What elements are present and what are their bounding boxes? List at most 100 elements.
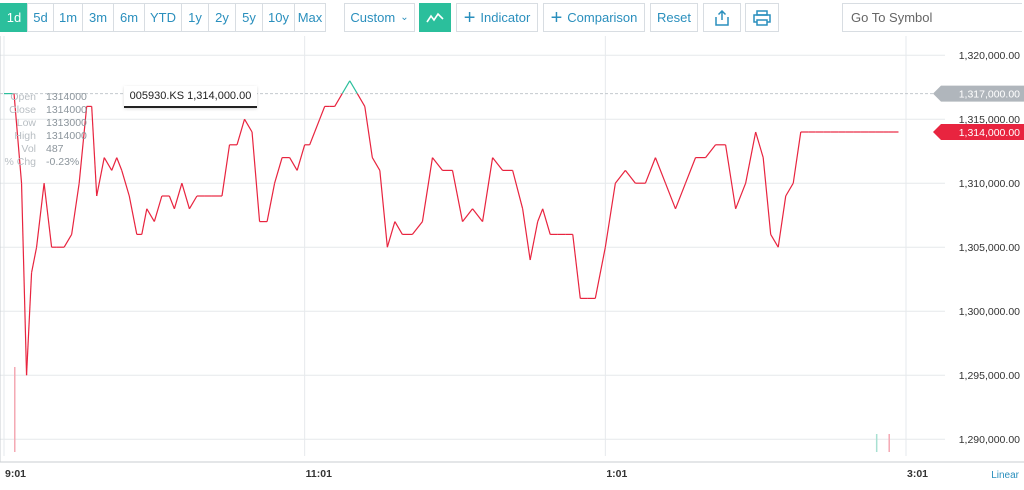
- range-button-max[interactable]: Max: [294, 3, 326, 32]
- range-button-1m[interactable]: 1m: [53, 3, 83, 32]
- custom-range-button[interactable]: Custom ⌄: [344, 3, 415, 32]
- x-tick-label: 3:01: [907, 468, 928, 480]
- price-segment: [492, 157, 504, 171]
- range-button-5y[interactable]: 5y: [235, 3, 263, 32]
- share-icon: [715, 9, 729, 26]
- symbol-search: [842, 3, 1024, 32]
- range-button-5d[interactable]: 5d: [27, 3, 54, 32]
- price-segment: [128, 195, 138, 235]
- high-value: 1314000: [46, 130, 87, 142]
- chart-area[interactable]: 1,290,000.00 1,295,000.00 1,300,000.00 1,30…: [0, 36, 1024, 490]
- change-label: % Chg: [4, 156, 36, 168]
- price-segment: [13, 93, 23, 184]
- price-segment: [63, 234, 73, 248]
- plus-icon: +: [463, 6, 476, 29]
- print-button[interactable]: [745, 3, 779, 32]
- price-segment: [529, 221, 539, 261]
- price-segment: [91, 106, 98, 197]
- price-segment: [785, 182, 794, 197]
- vol-value: 487: [46, 143, 64, 155]
- price-segment: [674, 182, 687, 210]
- price-segment: [451, 170, 464, 222]
- price-segment: [153, 195, 163, 222]
- volume-bar: [875, 434, 878, 452]
- price-segment: [78, 106, 88, 184]
- price-segment: [236, 119, 246, 145]
- price-segment: [25, 272, 33, 376]
- range-button-1y[interactable]: 1y: [181, 3, 209, 32]
- price-segment: [296, 144, 306, 171]
- price-segment: [624, 170, 636, 184]
- price-segment: [173, 183, 183, 209]
- price-segment: [644, 157, 657, 184]
- price-segment: [512, 170, 524, 209]
- price-segment: [572, 234, 581, 299]
- price-segment: [386, 221, 396, 248]
- symbol-input[interactable]: [843, 4, 1024, 31]
- price-segment: [522, 208, 531, 261]
- price-segment: [103, 157, 113, 171]
- x-tick-label: 9:01: [5, 468, 26, 480]
- price-segment: [755, 131, 764, 158]
- range-button-ytd[interactable]: YTD: [144, 3, 182, 32]
- price-segment: [594, 247, 606, 299]
- range-button-3m[interactable]: 3m: [82, 3, 114, 32]
- price-segment: [334, 93, 343, 107]
- price-segment: [379, 170, 388, 248]
- price-segment: [762, 157, 772, 235]
- y-tick-label: 1,315,000.00: [959, 114, 1020, 126]
- price-segment: [121, 170, 130, 197]
- chart-type-button[interactable]: [419, 3, 451, 32]
- price-segment: [20, 183, 28, 376]
- price-segment: [309, 131, 316, 146]
- price-segment: [664, 182, 677, 210]
- price-segment: [96, 157, 105, 197]
- custom-range-label: Custom: [350, 10, 396, 25]
- price-segment: [462, 208, 474, 222]
- comparison-label: Comparison: [567, 10, 638, 25]
- range-button-10y[interactable]: 10y: [262, 3, 295, 32]
- y-tick-label: 1,290,000.00: [959, 434, 1020, 446]
- price-segment: [745, 131, 757, 184]
- range-button-2y[interactable]: 2y: [208, 3, 236, 32]
- reset-label: Reset: [657, 10, 691, 25]
- change-value: -0.23%: [46, 156, 80, 168]
- y-tick-label: 1,300,000.00: [959, 306, 1020, 318]
- low-value: 1313000: [46, 117, 87, 129]
- price-segment: [356, 93, 366, 107]
- price-segment: [792, 131, 802, 184]
- price-segment: [481, 157, 494, 222]
- price-segment: [654, 157, 667, 184]
- price-segment: [431, 157, 443, 171]
- price-segment: [421, 157, 434, 222]
- open-value: 1314000: [46, 91, 87, 103]
- price-segment: [777, 195, 787, 248]
- x-tick-label: 1:01: [606, 468, 627, 480]
- print-icon: [753, 9, 771, 26]
- chevron-down-icon: ⌄: [400, 12, 409, 23]
- chart-toolbar: 1d 5d 1m 3m 6m YTD 1y 2y 5y 10y Max Custom ⌄ + Ind…: [0, 0, 1024, 36]
- indicator-button[interactable]: + Indicator: [456, 3, 538, 32]
- y-tick-label: 1,320,000.00: [959, 50, 1020, 62]
- price-segment: [614, 170, 626, 184]
- price-segment: [141, 208, 148, 235]
- share-button[interactable]: [703, 3, 741, 32]
- price-segment: [705, 144, 717, 158]
- range-button-1d[interactable]: 1d: [0, 3, 28, 32]
- previous-close-label: 1,317,000.00: [959, 89, 1020, 101]
- price-segment: [604, 183, 616, 248]
- previous-close-badge: [933, 85, 1024, 102]
- price-segment: [30, 247, 38, 273]
- reset-button[interactable]: Reset: [650, 3, 698, 32]
- price-segment: [181, 183, 190, 209]
- current-price-badge: [933, 124, 1024, 140]
- price-segment: [319, 106, 326, 120]
- range-button-6m[interactable]: 6m: [113, 3, 145, 32]
- price-segment: [71, 183, 80, 235]
- scale-label: Linear: [991, 470, 1019, 481]
- y-tick-label: 1,295,000.00: [959, 370, 1020, 382]
- price-segment: [542, 208, 551, 235]
- price-segment: [116, 157, 123, 171]
- comparison-button[interactable]: + Comparison: [543, 3, 645, 32]
- current-price-label: 1,314,000.00: [959, 127, 1020, 139]
